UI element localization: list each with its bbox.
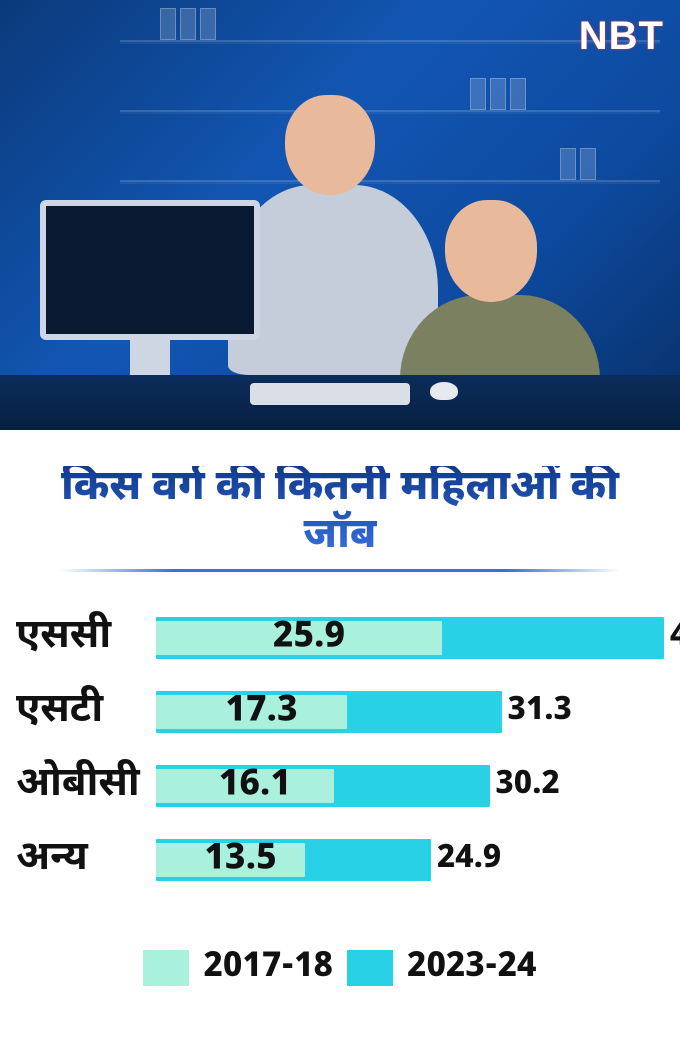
- value-2017-18: 17.3: [166, 688, 357, 735]
- legend-label: 2023-24: [407, 946, 537, 990]
- decor-binder: [200, 8, 216, 40]
- decor-person: [285, 95, 375, 195]
- decor-keyboard: [250, 383, 410, 405]
- decor-binder: [560, 148, 576, 180]
- category-label: एससी: [16, 612, 156, 664]
- legend-swatch: [143, 950, 189, 986]
- decor-binder: [470, 78, 486, 110]
- decor-binder: [490, 78, 506, 110]
- value-2023-24: 24.9: [437, 839, 501, 881]
- bars-wrap: 13.5 24.9: [156, 836, 664, 884]
- value-2023-24: 31.3: [508, 691, 572, 733]
- title-underline: [60, 569, 620, 572]
- value-2017-18: 13.5: [166, 836, 315, 883]
- category-label: ओबीसी: [16, 760, 156, 812]
- decor-binder: [580, 148, 596, 180]
- value-2017-18: 16.1: [166, 762, 344, 809]
- chart-title: किस वर्ग की कितनी महिलाओं की जॉब: [0, 466, 680, 563]
- decor-shelf: [120, 110, 660, 114]
- chart-row: एसटी17.3 31.3: [16, 686, 664, 738]
- bars-wrap: 25.946: [156, 614, 664, 662]
- value-2017-18: 25.9: [166, 614, 452, 661]
- chart-row: अन्य13.5 24.9: [16, 834, 664, 886]
- value-2023-24: 46: [670, 617, 680, 659]
- chart-legend: 2017-18 2023-24: [0, 946, 680, 990]
- decor-person: [445, 200, 537, 302]
- brand-logo-text: NBT: [579, 14, 664, 58]
- brand-logo: NBT: [579, 14, 664, 59]
- bars-wrap: 16.1 30.2: [156, 762, 664, 810]
- decor-monitor: [40, 200, 260, 340]
- decor-mouse: [430, 382, 458, 400]
- decor-shelf: [120, 180, 660, 184]
- chart-row: एससी25.946: [16, 612, 664, 664]
- category-label: अन्य: [16, 834, 156, 886]
- hero-image: NBT: [0, 0, 680, 430]
- legend-label: 2017-18: [203, 946, 333, 990]
- chart-row: ओबीसी16.1 30.2: [16, 760, 664, 812]
- value-2023-24: 30.2: [496, 765, 560, 807]
- legend-swatch: [347, 950, 393, 986]
- decor-binder: [160, 8, 176, 40]
- decor-binder: [180, 8, 196, 40]
- category-label: एसटी: [16, 686, 156, 738]
- bars-wrap: 17.3 31.3: [156, 688, 664, 736]
- infographic-page: NBT किस वर्ग की कितनी महिलाओं की जॉब एसस…: [0, 0, 680, 1063]
- decor-binder: [510, 78, 526, 110]
- bar-chart: एससी25.946एसटी17.331.3ओबीसी16.130.2अन्य1…: [0, 612, 680, 886]
